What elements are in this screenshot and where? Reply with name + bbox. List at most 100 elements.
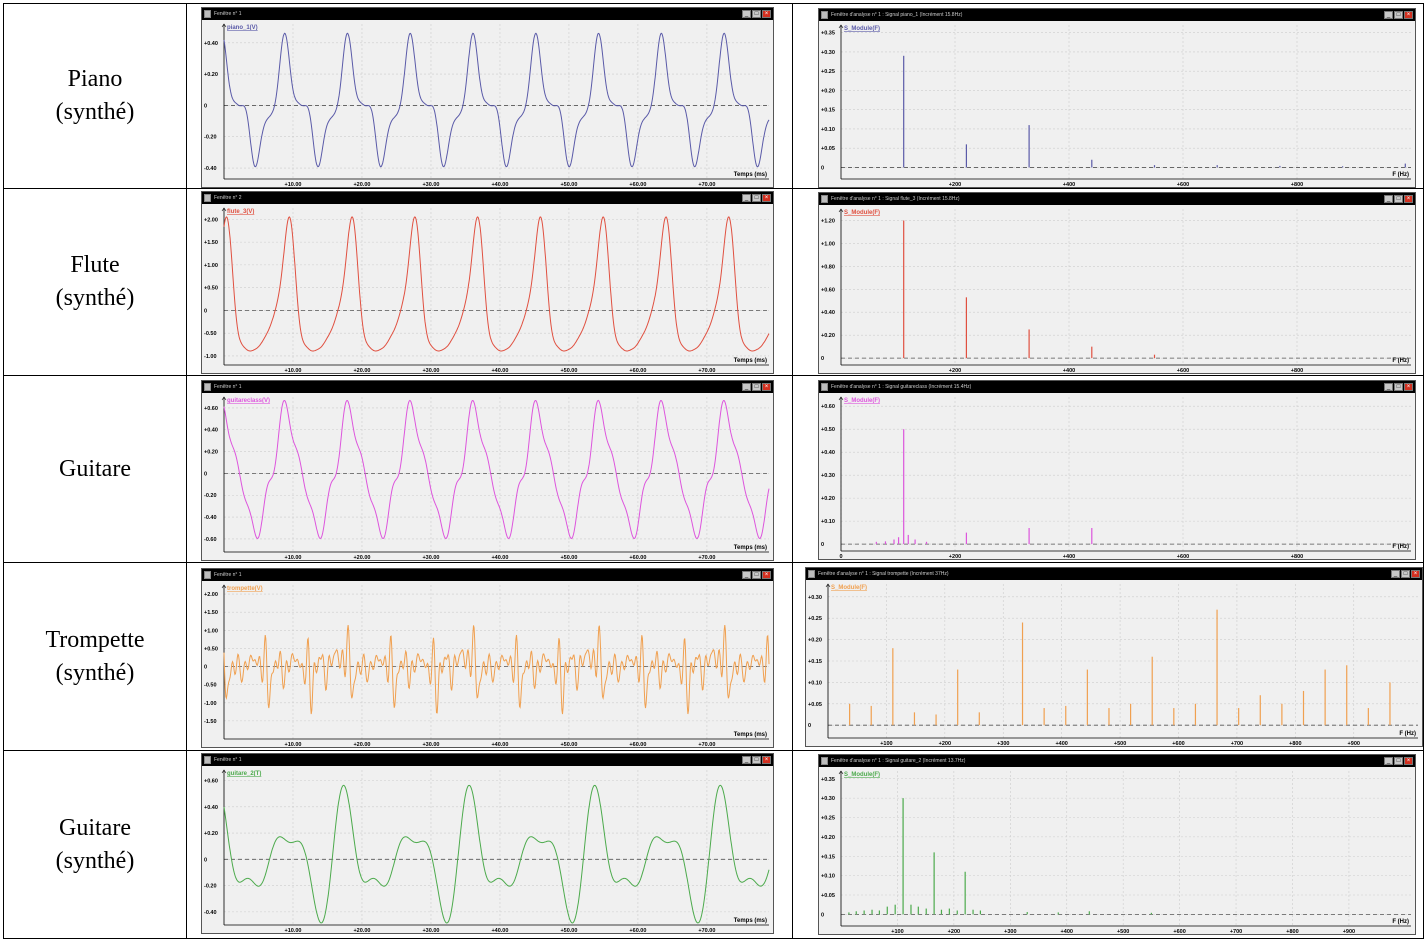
maximize-button[interactable]: □: [752, 571, 761, 579]
window-titlebar[interactable]: Fenêtre d'analyse n° 1 : Signal guitare_…: [819, 755, 1415, 767]
minimize-button[interactable]: _: [1384, 195, 1393, 203]
maximize-button[interactable]: □: [1394, 383, 1403, 391]
minimize-button[interactable]: _: [1384, 383, 1393, 391]
wave-window[interactable]: Fenêtre n° 2 _ □ × +2.00 +1.50 +1.00 +0.50 0 -0.5…: [201, 191, 774, 374]
spectrum-window[interactable]: Fenêtre d'analyse n° 1 : Signal piano_1 …: [818, 8, 1416, 188]
minimize-button[interactable]: _: [1384, 757, 1393, 765]
xtick-label: +200: [949, 182, 961, 187]
maximize-button[interactable]: □: [752, 194, 761, 202]
window-titlebar[interactable]: Fenêtre d'analyse n° 1 : Signal piano_1 …: [819, 9, 1415, 21]
spectrum-window[interactable]: Fenêtre d'analyse n° 1 : Signal guitarec…: [818, 380, 1416, 560]
close-button[interactable]: ×: [1404, 757, 1413, 765]
xtick-label: +20.00: [353, 555, 370, 560]
xtick-label: +70.00: [698, 928, 715, 933]
ytick-label: +0.50: [204, 646, 218, 652]
window-title: Fenêtre d'analyse n° 1 : Signal guitarec…: [831, 384, 972, 390]
close-button[interactable]: ×: [762, 10, 771, 18]
window-titlebar[interactable]: Fenêtre n° 1 _ □ ×: [202, 8, 773, 20]
x-axis-label: F (Hz): [1392, 172, 1409, 178]
x-axis-label: F (Hz): [1392, 919, 1409, 925]
wave-window[interactable]: Fenêtre n° 1 _ □ × +0.60 +0.40 +0.20 0 -0.20 -0.4…: [201, 380, 774, 561]
close-button[interactable]: ×: [1411, 570, 1420, 578]
ytick-label: +0.60: [821, 287, 835, 293]
spectrum-cell: Fenêtre d'analyse n° 1 : Signal flute_3 …: [792, 188, 1424, 376]
signal-label: S_Module(F): [844, 210, 880, 216]
x-axis-label: F (Hz): [1399, 731, 1416, 737]
close-button[interactable]: ×: [1404, 11, 1413, 19]
window-titlebar[interactable]: Fenêtre d'analyse n° 1 : Signal guitarec…: [819, 381, 1415, 393]
spectrum-chart: +0.30 +0.25 +0.20 +0.15 +0.10 +0.05 0 +100 +200 +…: [808, 583, 1418, 746]
ytick-label: +0.20: [204, 831, 218, 837]
xtick-label: 0: [839, 554, 842, 559]
minimize-button[interactable]: _: [742, 756, 751, 764]
maximize-button[interactable]: □: [752, 756, 761, 764]
xtick-label: +30.00: [422, 928, 439, 933]
close-button[interactable]: ×: [1404, 195, 1413, 203]
minimize-button[interactable]: _: [742, 383, 751, 391]
waveform-chart: +0.40 +0.20 0 -0.20 -0.40 +10.00 +20.00 +30.00 +…: [204, 23, 770, 187]
app-icon: [204, 571, 211, 579]
window-titlebar[interactable]: Fenêtre n° 2 _ □ ×: [202, 192, 773, 204]
wave-window[interactable]: Fenêtre n° 1 _ □ × +0.40 +0.20 0 -0.20 -0.40 +10.…: [201, 7, 774, 188]
close-icon: ×: [1413, 571, 1418, 577]
window-titlebar[interactable]: Fenêtre n° 1 _ □ ×: [202, 754, 773, 766]
ytick-label: +0.10: [821, 874, 835, 880]
signal-label: S_Module(F): [844, 772, 880, 778]
y-axis-arrow: [221, 207, 227, 212]
xtick-label: +600: [1177, 368, 1189, 373]
close-icon: ×: [1406, 384, 1411, 390]
xtick-label: +400: [1063, 554, 1075, 559]
window-titlebar[interactable]: Fenêtre d'analyse n° 1 : Signal flute_3 …: [819, 193, 1415, 205]
instrument-cell: Trompette (synthé): [3, 562, 187, 751]
window-title: Fenêtre d'analyse n° 1 : Signal piano_1 …: [831, 12, 963, 18]
close-button[interactable]: ×: [762, 571, 771, 579]
maximize-button[interactable]: □: [1394, 195, 1403, 203]
app-icon: [821, 195, 828, 203]
xtick-label: +70.00: [698, 182, 715, 187]
minimize-button[interactable]: _: [1391, 570, 1400, 578]
maximize-button[interactable]: □: [1401, 570, 1410, 578]
close-button[interactable]: ×: [1404, 383, 1413, 391]
minimize-button[interactable]: _: [742, 571, 751, 579]
spectrum-window[interactable]: Fenêtre d'analyse n° 1 : Signal guitare_…: [818, 754, 1416, 935]
waveform-chart: +2.00 +1.50 +1.00 +0.50 0 -0.50 -1.00 +10.00 +20…: [204, 207, 770, 373]
maximize-icon: □: [1396, 196, 1401, 202]
wave-window[interactable]: Fenêtre n° 1 _ □ × +2.00 +1.50 +1.00 +0.50 0 -0.5…: [201, 568, 774, 748]
ytick-label: +0.30: [821, 50, 835, 56]
close-button[interactable]: ×: [762, 194, 771, 202]
xtick-label: +300: [997, 741, 1009, 746]
plot-area: [224, 770, 769, 925]
x-axis-label: Temps (ms): [734, 732, 767, 738]
window-title: Fenêtre n° 1: [214, 572, 242, 578]
ytick-label: +0.40: [821, 450, 835, 456]
minimize-icon: _: [744, 11, 749, 17]
maximize-button[interactable]: □: [752, 10, 761, 18]
minimize-button[interactable]: _: [1384, 11, 1393, 19]
xtick-label: +20.00: [353, 928, 370, 933]
close-button[interactable]: ×: [762, 756, 771, 764]
xtick-label: +50.00: [560, 928, 577, 933]
maximize-button[interactable]: □: [752, 383, 761, 391]
close-button[interactable]: ×: [762, 383, 771, 391]
close-icon: ×: [764, 757, 769, 763]
xtick-label: +400: [1063, 182, 1075, 187]
signal-label: S_Module(F): [844, 398, 880, 404]
minimize-button[interactable]: _: [742, 10, 751, 18]
ytick-label: +0.10: [808, 680, 822, 686]
instrument-label: Guitare: [59, 455, 131, 482]
x-axis-label: F (Hz): [1392, 358, 1409, 364]
ytick-label: +0.25: [821, 69, 835, 75]
ytick-label: +0.80: [821, 264, 835, 270]
instrument-label: Trompette (synthé): [45, 626, 145, 686]
spectrum-window[interactable]: Fenêtre d'analyse n° 1 : Signal flute_3 …: [818, 192, 1416, 374]
spectrum-window[interactable]: Fenêtre d'analyse n° 1 : Signal trompett…: [805, 567, 1423, 747]
window-titlebar[interactable]: Fenêtre n° 1 _ □ ×: [202, 381, 773, 393]
window-titlebar[interactable]: Fenêtre n° 1 _ □ ×: [202, 569, 773, 581]
wave-window[interactable]: Fenêtre n° 1 _ □ × +0.60 +0.40 +0.20 0 -0.20 -0.4…: [201, 753, 774, 934]
app-icon: [821, 11, 828, 19]
window-titlebar[interactable]: Fenêtre d'analyse n° 1 : Signal trompett…: [806, 568, 1422, 580]
maximize-button[interactable]: □: [1394, 11, 1403, 19]
spectrum-cell: Fenêtre d'analyse n° 1 : Signal guitarec…: [792, 375, 1424, 563]
maximize-button[interactable]: □: [1394, 757, 1403, 765]
minimize-button[interactable]: _: [742, 194, 751, 202]
